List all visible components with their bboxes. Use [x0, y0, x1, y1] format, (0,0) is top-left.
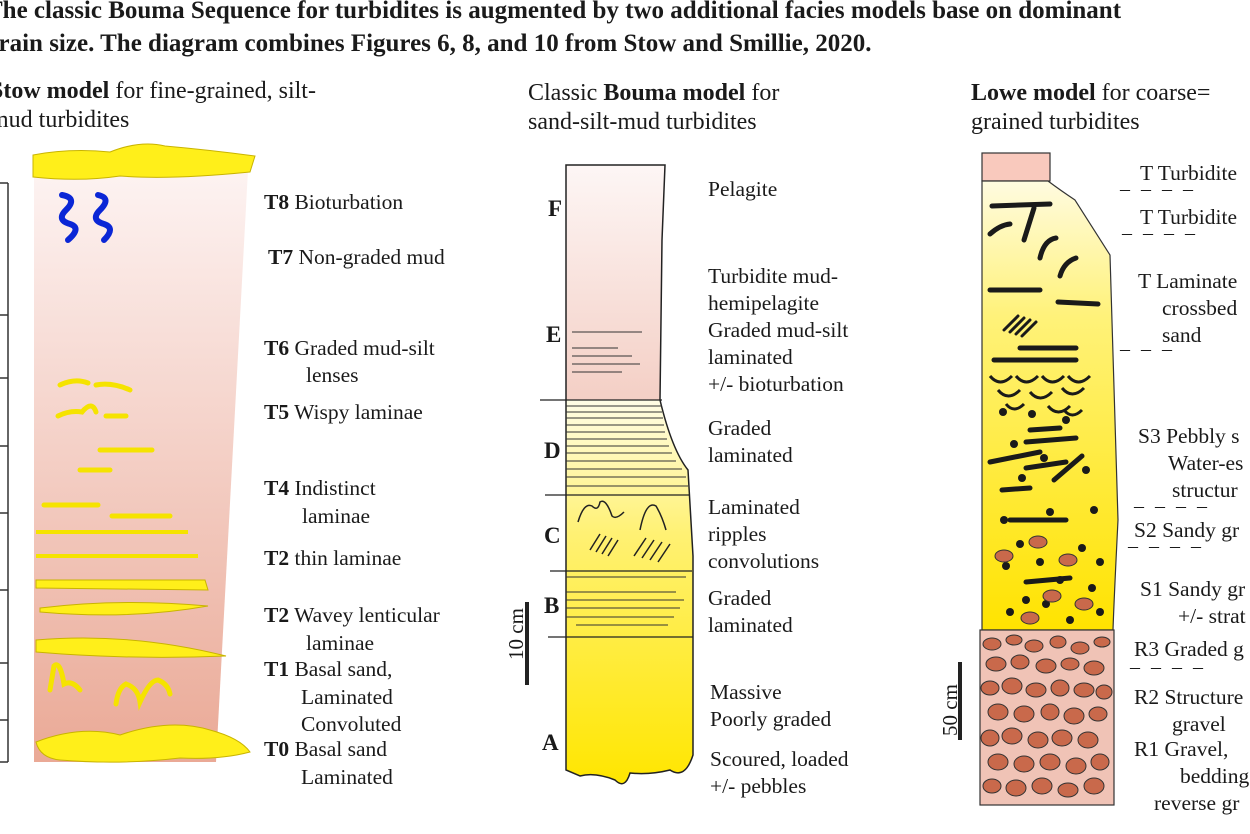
bouma-division-c: C	[544, 523, 561, 548]
stow-unit-t7: T7 Non-graded mud	[268, 245, 445, 269]
diagram-caption: The classic Bouma Sequence for turbidite…	[0, 0, 1250, 60]
lenticular-laminae	[35, 579, 227, 658]
stow-title-bold: Stow model	[0, 78, 110, 104]
bouma-division-d: D	[544, 438, 561, 463]
convolute-laminae	[47, 662, 173, 711]
lowe-unit-r1-2: bedding	[1180, 764, 1250, 788]
bouma-division-f: F	[548, 196, 563, 221]
lowe-granules	[994, 535, 1094, 625]
lowe-title-line2: grained turbidites	[971, 109, 1140, 135]
stow-unit-t8: T8 Bioturbation	[264, 190, 404, 214]
stow-unit-t6: T6 Graded mud-silt	[264, 336, 435, 360]
stow-unit-t0: T0 Basal sand	[264, 737, 388, 761]
bouma-desc-c-2: ripples	[708, 522, 767, 546]
stow-unit-t2-wavey: T2 Wavey lenticular	[264, 603, 440, 627]
lowe-divider: – – – –	[1122, 222, 1198, 244]
lowe-unit-s3-2: Water-es	[1168, 451, 1244, 475]
caption-line-2: grain size. The diagram combines Figures…	[0, 30, 872, 57]
bouma-desc-d-1: Graded	[708, 416, 772, 440]
bouma-division-a: A	[542, 730, 559, 755]
lowe-divider: – – –	[1120, 338, 1175, 360]
bouma-desc-a-1: Massive	[710, 680, 782, 704]
bouma-desc-b-2: laminated	[708, 613, 793, 637]
lowe-divider: – – – –	[1134, 495, 1210, 517]
bouma-title-line2: sand-silt-mud turbidites	[528, 109, 757, 135]
lowe-pebble-dots	[999, 408, 1104, 624]
lowe-unit-r2-1: R2 Structure	[1134, 685, 1244, 709]
thin-laminae	[36, 530, 198, 558]
lowe-divider: – – – –	[1128, 535, 1204, 557]
stow-title-line2: mud turbidites	[0, 107, 130, 133]
lowe-unit-t-3-3: sand	[1162, 323, 1202, 347]
bouma-title: Classic Bouma model for sand-silt-mud tu…	[528, 80, 780, 135]
bouma-desc-e-5: +/- bioturbation	[708, 372, 844, 396]
lowe-divider: – – – –	[1130, 656, 1206, 678]
stow-unit-t1: T1 Basal sand,	[264, 657, 393, 681]
lowe-unit-r1-3: reverse gr	[1154, 791, 1240, 815]
lowe-unit-t-2: T Turbidite	[1140, 205, 1237, 229]
bouma-desc-base-2: +/- pebbles	[710, 774, 807, 798]
bouma-desc-base-1: Scoured, loaded	[710, 747, 849, 771]
stow-column	[0, 143, 256, 763]
bouma-desc-e-3: Graded mud-silt	[708, 318, 849, 342]
lowe-gravel-clasts	[980, 634, 1113, 798]
lowe-unit-t-3-1: T Laminate	[1138, 269, 1238, 293]
stow-top-sand	[32, 143, 256, 180]
stow-unit-t0-line2: Laminated	[301, 765, 393, 789]
bouma-desc-e-4: laminated	[708, 345, 793, 369]
stow-unit-t4: T4 Indistinct	[264, 476, 376, 500]
lowe-laminations	[987, 201, 1101, 363]
stow-title: Stow model for fine-grained, silt- mud t…	[0, 77, 316, 135]
stow-unit-t4-line2: laminae	[302, 504, 371, 528]
stow-unit-t1-line3: Convoluted	[301, 712, 402, 736]
stow-unit-t5: T5 Wispy laminae	[264, 400, 423, 424]
lowe-scale-label: 50 cm	[938, 684, 962, 736]
wispy-laminae	[41, 378, 173, 519]
stow-unit-t1-line2: Laminated	[301, 685, 393, 709]
bouma-outline	[565, 164, 694, 785]
lowe-unit-s2: S2 Sandy gr	[1134, 518, 1240, 542]
bouma-division-b: B	[544, 593, 560, 618]
bouma-desc-d-2: laminated	[708, 443, 793, 467]
bouma-desc-e-1: Turbidite mud-	[708, 264, 839, 288]
bouma-desc-b-1: Graded	[708, 586, 772, 610]
bouma-mud-body	[566, 165, 665, 400]
stow-unit-t6-line2: lenses	[306, 363, 359, 387]
bouma-desc-c-3: convolutions	[708, 549, 820, 573]
lowe-divider: – – – –	[1120, 178, 1196, 200]
lowe-top-mud	[981, 152, 1051, 182]
bouma-division-e: E	[546, 322, 562, 347]
stow-basal-sand	[35, 724, 251, 763]
bouma-desc-c-1: Laminated	[708, 495, 800, 519]
caption-line-1: The classic Bouma Sequence for turbidite…	[0, 0, 1122, 24]
bouma-desc-e-2: hemipelagite	[708, 291, 820, 315]
lowe-title: Lowe model for coarse= grained turbidite…	[971, 80, 1211, 135]
bouma-scale-label: 10 cm	[504, 608, 528, 660]
stow-unit-t2-thin: T2 thin laminae	[264, 546, 402, 570]
stow-unit-t2-wavey-line2: laminae	[306, 631, 375, 655]
bouma-column	[525, 164, 694, 785]
bioturbation-burrows	[58, 192, 113, 243]
stow-title-rest: for fine-grained, silt-	[109, 78, 316, 104]
lowe-unit-s1-1: S1 Sandy gr	[1140, 577, 1246, 601]
lowe-unit-r3: R3 Graded g	[1134, 637, 1244, 661]
lowe-unit-t-1: T Turbidite	[1140, 161, 1237, 185]
lowe-unit-s3-3: structur	[1172, 478, 1238, 502]
bouma-desc-a-2: Poorly graded	[710, 707, 832, 731]
stow-mud-body	[34, 170, 248, 762]
lowe-unit-t-3-2: crossbed	[1162, 296, 1238, 320]
lowe-unit-s1-2: +/- strat	[1178, 604, 1246, 628]
lowe-unit-r2-2: gravel	[1172, 712, 1226, 736]
lowe-column	[958, 152, 1119, 806]
lowe-unit-r1-1: R1 Gravel,	[1134, 737, 1229, 761]
lowe-unit-s3-1: S3 Pebbly s	[1138, 424, 1240, 448]
bouma-desc-f: Pelagite	[708, 177, 778, 201]
